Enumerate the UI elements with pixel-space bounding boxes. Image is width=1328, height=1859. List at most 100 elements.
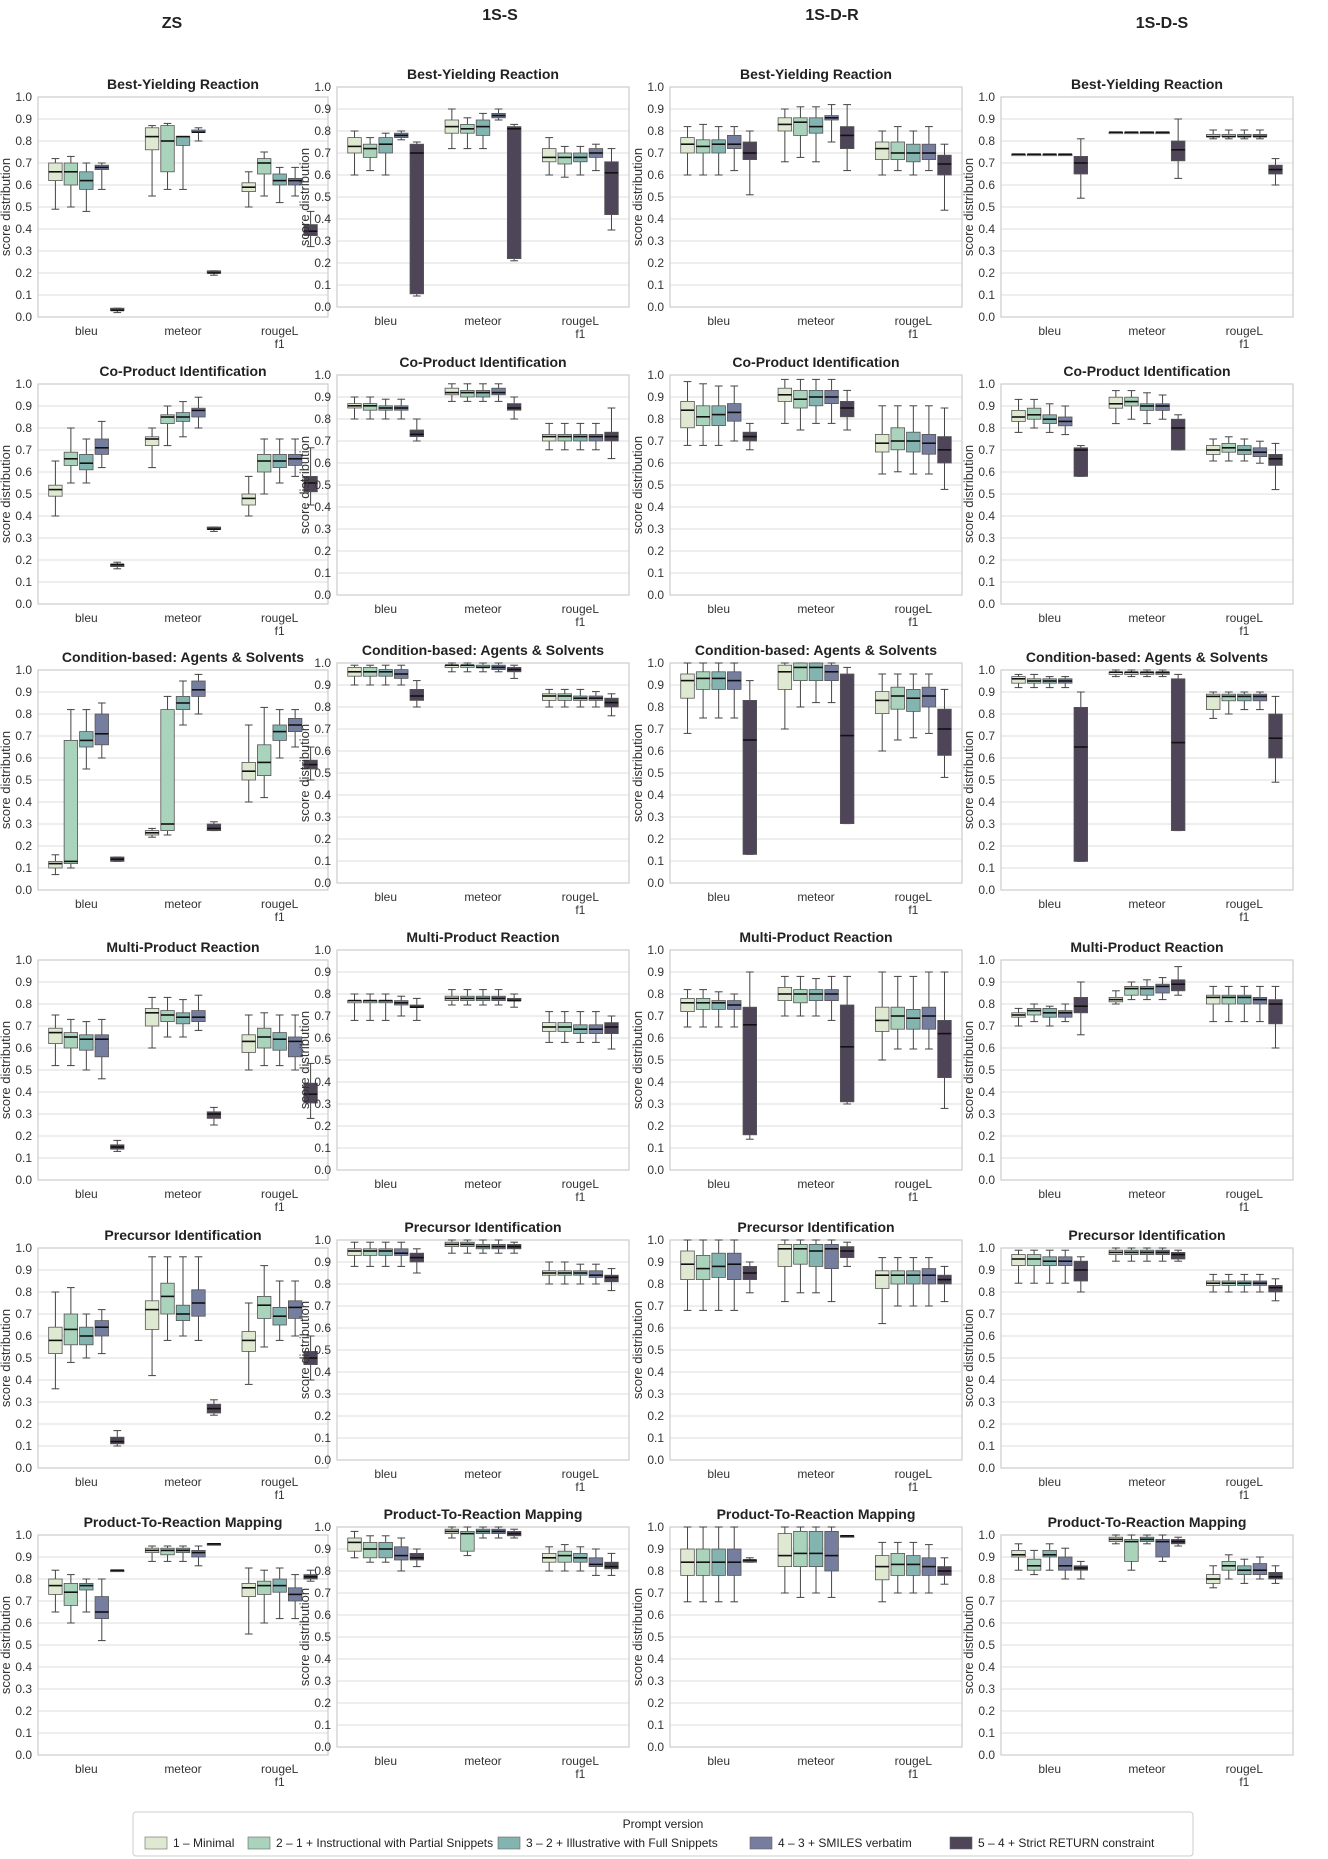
box-meteor-series-3 [1139, 131, 1155, 135]
y-tick-label: 0.4 [647, 1075, 664, 1089]
y-tick-label: 0.6 [647, 1608, 664, 1622]
box-iqr [144, 127, 160, 151]
y-tick-label: 0.2 [647, 832, 664, 846]
y-tick-label: 0.2 [15, 1417, 32, 1431]
box-iqr [890, 1006, 905, 1030]
panel-title: Co-Product Identification [399, 354, 566, 370]
box-iqr [191, 407, 206, 418]
box-rougel-f1-series-3 [906, 673, 921, 739]
y-axis-label: score distribution [297, 1011, 312, 1109]
box-iqr [1073, 997, 1088, 1014]
box-bleu-series-3 [1042, 403, 1057, 433]
y-tick-label: 0.1 [314, 854, 331, 868]
box-bleu-series-1 [48, 460, 63, 517]
box-iqr [875, 1555, 890, 1581]
box-iqr [793, 662, 808, 682]
box-iqr [742, 141, 758, 161]
y-tick-label: 0.5 [978, 200, 995, 214]
box-rougel-f1-series-5 [1268, 1278, 1283, 1302]
box-iqr [542, 693, 557, 701]
x-tick-label: meteor [1128, 1187, 1165, 1201]
x-tick-label: f1 [1239, 337, 1249, 351]
box-bleu-series-5 [110, 856, 125, 862]
box-bleu-series-1 [347, 664, 362, 686]
box-rougel-f1-series-4 [1252, 1556, 1268, 1580]
box-bleu-series-4 [727, 662, 742, 719]
box-iqr [695, 405, 711, 426]
box-bleu-series-1 [48, 854, 63, 876]
y-tick-label: 0.5 [314, 1630, 331, 1644]
box-meteor-series-1 [444, 662, 460, 673]
box-meteor-series-2 [160, 996, 175, 1038]
box-meteor-series-2 [1124, 131, 1139, 135]
box-bleu-series-2 [1026, 1249, 1042, 1284]
panel-title: Co-Product Identification [1063, 363, 1230, 379]
box-bleu-series-1 [48, 1014, 63, 1067]
panel-title: Best-Yielding Reaction [407, 66, 559, 82]
y-tick-label: 0.5 [647, 478, 664, 492]
box-iqr [1268, 453, 1283, 466]
box-iqr [793, 1244, 808, 1265]
y-tick-label: 0.4 [647, 212, 664, 226]
box-bleu-series-2 [63, 1287, 78, 1363]
x-tick-label: f1 [275, 624, 285, 638]
y-tick-label: 0.9 [314, 1255, 331, 1269]
x-tick-label: rougeL [1226, 1762, 1264, 1776]
x-tick-label: meteor [797, 602, 834, 616]
y-tick-label: 0.7 [978, 1594, 995, 1608]
box-bleu-series-5 [742, 971, 758, 1140]
box-iqr [257, 453, 272, 473]
box-bleu-series-3 [711, 1239, 726, 1311]
y-tick-label: 0.0 [314, 1163, 331, 1177]
box-rougel-f1-series-1 [875, 405, 890, 475]
box-iqr [793, 1531, 808, 1568]
y-tick-label: 0.9 [15, 112, 32, 126]
box-iqr [94, 1596, 109, 1619]
box-bleu-series-5 [409, 680, 425, 708]
box-iqr [937, 154, 952, 176]
y-tick-label: 0.3 [978, 1395, 995, 1409]
y-tick-label: 0.4 [978, 1660, 995, 1674]
plot-frame [37, 1247, 329, 1469]
x-tick-label: bleu [374, 602, 397, 616]
box-rougel-f1-series-4 [588, 691, 604, 708]
y-tick-label: 0.9 [647, 390, 664, 404]
box-iqr [48, 484, 63, 497]
box-iqr [241, 1034, 256, 1053]
box-rougel-f1-series-2 [557, 145, 572, 178]
x-tick-label: meteor [1128, 611, 1165, 625]
box-iqr [906, 1270, 921, 1285]
y-axis-label: score distribution [630, 1301, 645, 1399]
box-iqr [921, 1006, 937, 1030]
legend-label: 5 – 4 + Strict RETURN constraint [978, 1836, 1155, 1850]
x-tick-label: bleu [1038, 611, 1061, 625]
box-meteor-series-3 [475, 1239, 491, 1254]
box-bleu-series-4 [727, 1526, 742, 1603]
x-tick-label: bleu [1038, 897, 1061, 911]
box-bleu-series-3 [79, 1578, 94, 1613]
box-iqr [347, 1248, 362, 1256]
box-meteor-series-5 [506, 1528, 522, 1539]
y-tick-label: 0.7 [647, 1586, 664, 1600]
y-tick-label: 0.9 [978, 399, 995, 413]
y-axis-label: score distribution [630, 1588, 645, 1686]
y-tick-label: 0.6 [647, 1321, 664, 1335]
y-axis-label: score distribution [961, 445, 976, 543]
box-iqr [808, 989, 824, 1001]
y-tick-label: 0.0 [978, 883, 995, 897]
y-tick-label: 0.3 [15, 1395, 32, 1409]
box-iqr [921, 143, 937, 160]
box-rougel-f1-series-3 [1237, 438, 1252, 462]
y-tick-label: 0.7 [15, 1307, 32, 1321]
box-rougel-f1-series-3 [1237, 129, 1252, 140]
box-meteor-series-1 [777, 975, 793, 1017]
y-tick-label: 0.8 [314, 412, 331, 426]
x-tick-label: meteor [164, 897, 201, 911]
box-meteor-series-2 [793, 1239, 808, 1294]
box-rougel-f1-series-2 [890, 1541, 905, 1594]
box-rougel-f1-series-5 [604, 693, 619, 717]
box-rougel-f1-series-2 [1221, 436, 1236, 462]
plot-frame [669, 86, 963, 308]
box-rougel-f1-series-3 [906, 975, 921, 1050]
x-tick-label: bleu [707, 1754, 730, 1768]
